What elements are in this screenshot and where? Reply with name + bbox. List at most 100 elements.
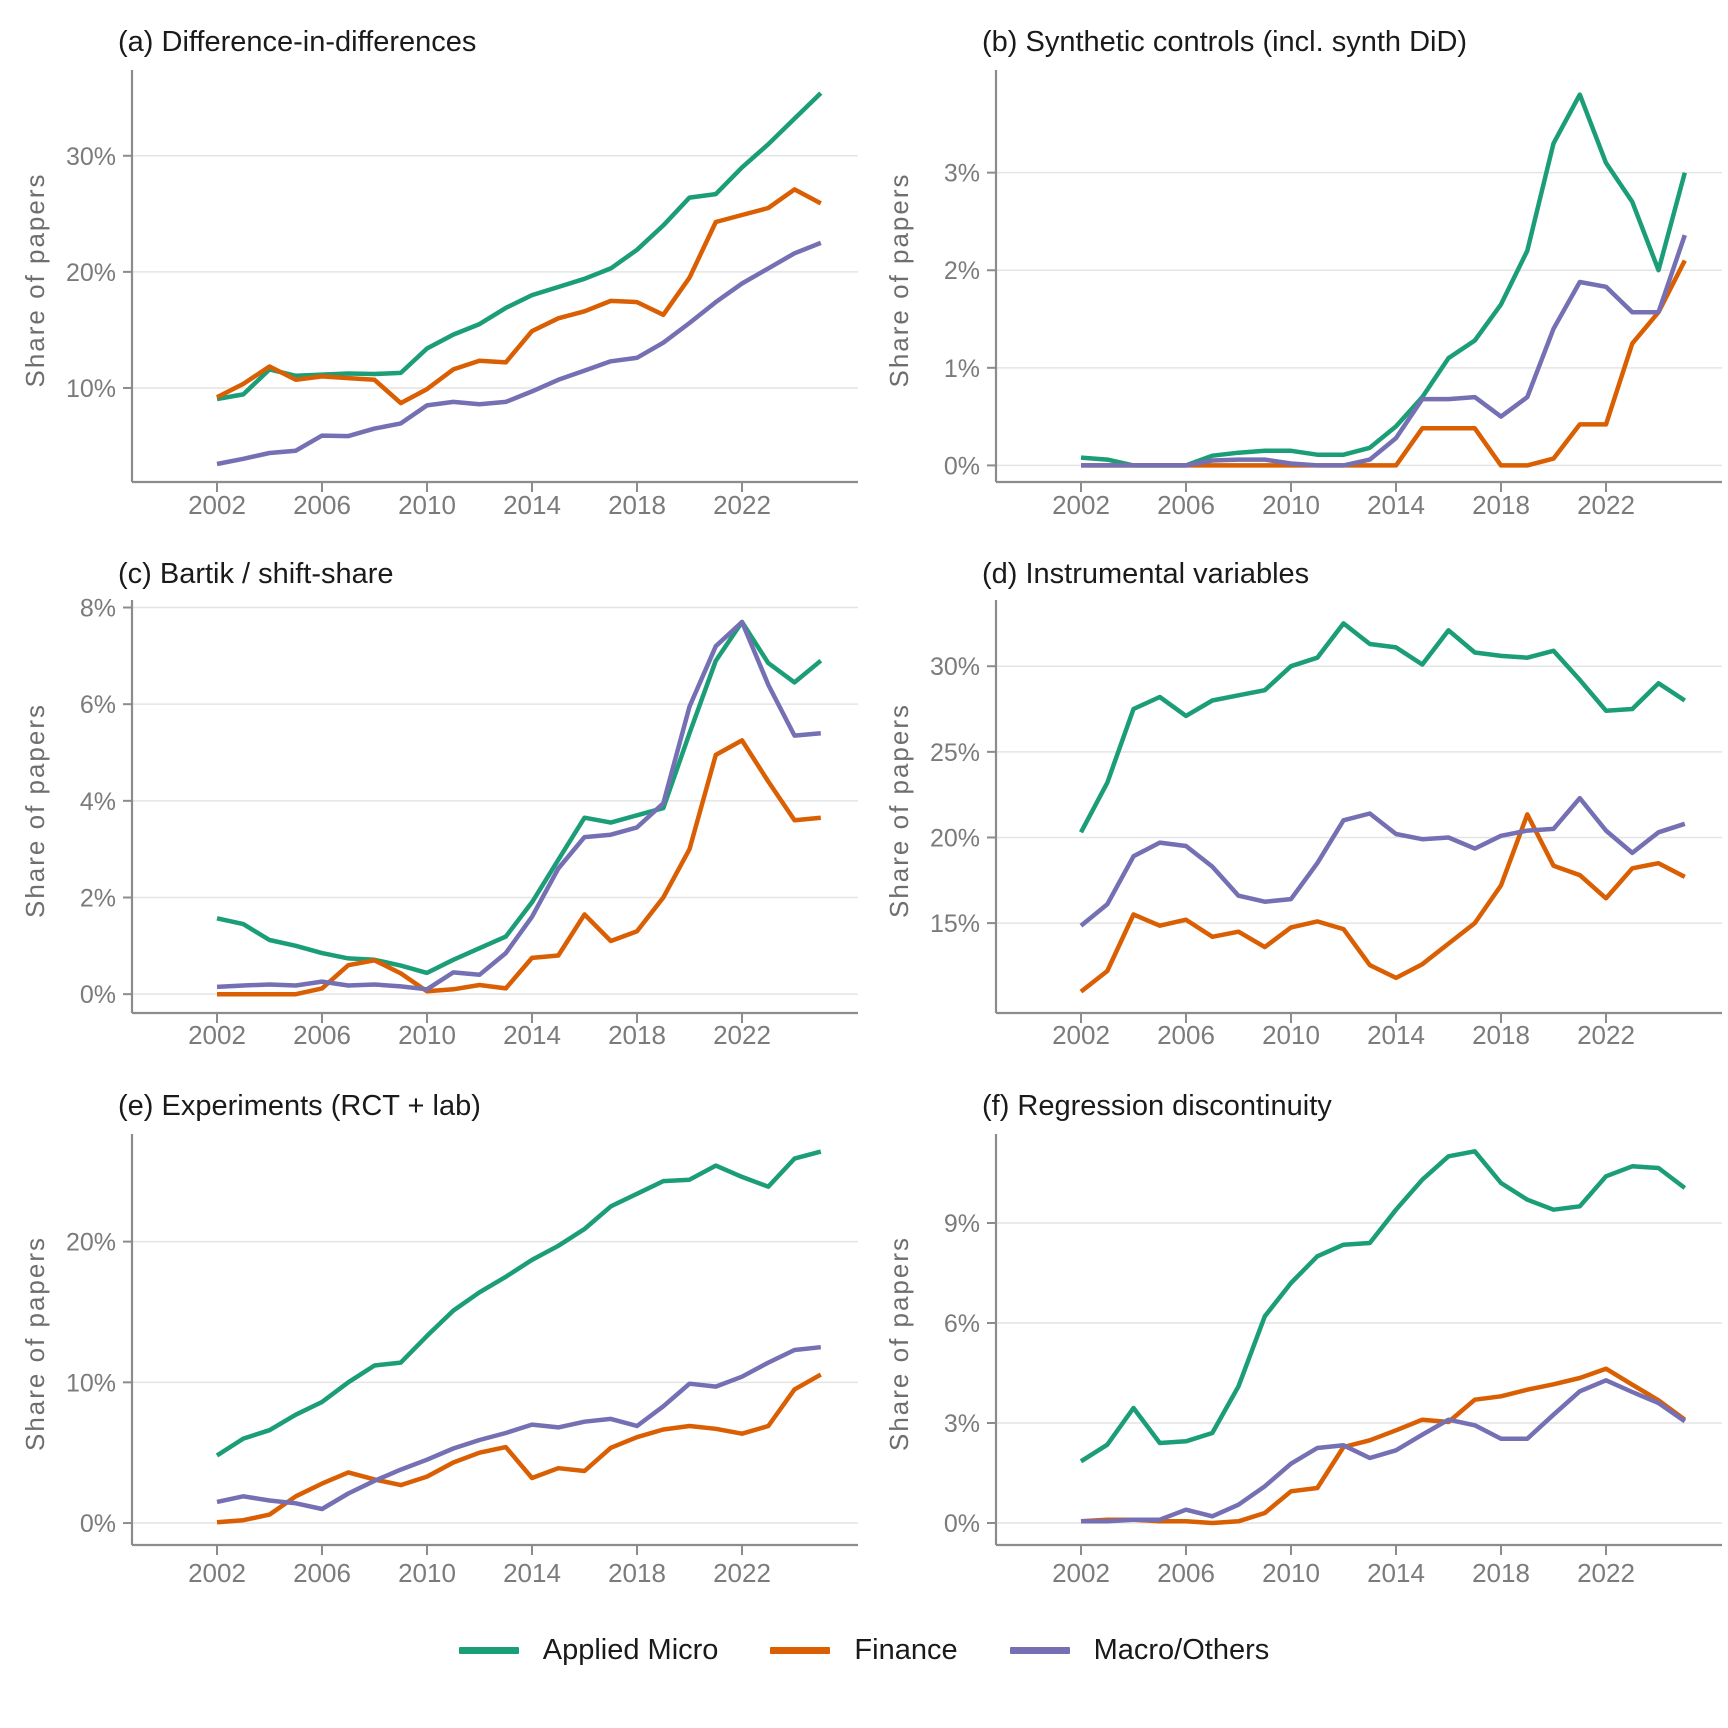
y-axis-ticks: 0% 2% 4% 6% 8% bbox=[80, 595, 132, 1009]
x-tick-label: 2014 bbox=[1367, 1558, 1425, 1588]
panel-b: (b) Synthetic controls (incl. synth DiD)… bbox=[864, 0, 1728, 520]
y-axis-title: Share of papers bbox=[884, 172, 914, 387]
gridlines bbox=[996, 665, 1722, 924]
y-tick-label: 3% bbox=[944, 1410, 980, 1438]
line-finance bbox=[1080, 1366, 1687, 1526]
x-tick-label: 2018 bbox=[608, 1020, 666, 1050]
line-applied-micro bbox=[216, 91, 823, 402]
x-tick-label: 2002 bbox=[188, 490, 246, 520]
panel-c-chart: 0% 2% 4% 6% 8% 2002 2006 2010 2014 2018 2022 Share … bbox=[20, 595, 858, 1050]
panel-a-chart: 10% 20% 30% 2002 2006 2010 2014 2018 2022 Share o… bbox=[20, 70, 858, 520]
gridlines bbox=[132, 606, 858, 995]
x-tick-label: 2022 bbox=[713, 1020, 771, 1050]
line-finance bbox=[1079, 812, 1686, 994]
panel-a-title: (a) Difference-in-differences bbox=[118, 26, 477, 58]
x-tick-label: 2018 bbox=[1472, 1558, 1530, 1588]
line-macro-others bbox=[1081, 234, 1687, 468]
x-tick-label: 2006 bbox=[1157, 1020, 1215, 1050]
x-tick-label: 2022 bbox=[713, 1558, 771, 1588]
x-axis-ticks: 2002 2006 2010 2014 2018 2022 bbox=[1052, 1545, 1635, 1588]
series-lines bbox=[216, 619, 823, 997]
y-tick-label: 15% bbox=[930, 910, 980, 938]
legend: Applied Micro Finance Macro/Others bbox=[0, 1634, 1728, 1667]
line-finance bbox=[216, 1372, 822, 1525]
x-tick-label: 2010 bbox=[1262, 490, 1320, 520]
x-axis-ticks: 2002 2006 2010 2014 2018 2022 bbox=[1052, 482, 1635, 520]
y-tick-label: 0% bbox=[944, 1510, 980, 1538]
x-tick-label: 2006 bbox=[1157, 490, 1215, 520]
line-applied-micro bbox=[1080, 92, 1687, 468]
panel-f-chart: 0% 3% 6% 9% 2002 2006 2010 2014 2018 2022 Share of… bbox=[884, 1134, 1722, 1588]
x-tick-label: 2022 bbox=[713, 490, 771, 520]
x-tick-label: 2010 bbox=[398, 1558, 456, 1588]
line-applied-micro bbox=[216, 619, 823, 976]
line-macro-others bbox=[216, 619, 822, 992]
x-tick-label: 2002 bbox=[188, 1558, 246, 1588]
y-tick-label: 1% bbox=[944, 355, 980, 383]
panel-b-title: (b) Synthetic controls (incl. synth DiD) bbox=[982, 26, 1468, 58]
y-tick-label: 6% bbox=[80, 691, 116, 719]
y-tick-label: 0% bbox=[944, 452, 980, 480]
legend-label-macro-others: Macro/Others bbox=[1093, 1634, 1270, 1666]
legend-swatch-finance bbox=[770, 1647, 831, 1654]
gridlines bbox=[132, 1240, 858, 1524]
panel-d-chart: 15% 20% 25% 30% 2002 2006 2010 2014 2018 2022 Shar… bbox=[884, 600, 1722, 1050]
line-macro-others bbox=[1081, 1378, 1687, 1524]
panel-grid: (a) Difference-in-differences 10% 20% 30% 2… bbox=[0, 0, 1728, 1606]
panel-f: (f) Regression discontinuity 0% 3% 6% 9% 200… bbox=[864, 1050, 1728, 1606]
y-axis-title: Share of papers bbox=[20, 172, 50, 387]
legend-label-applied-micro: Applied Micro bbox=[542, 1634, 719, 1666]
panel-d-title: (d) Instrumental variables bbox=[982, 558, 1310, 590]
line-macro-others bbox=[216, 1344, 822, 1512]
y-tick-label: 4% bbox=[80, 788, 116, 816]
x-tick-label: 2002 bbox=[1052, 1558, 1110, 1588]
legend-item-finance: Finance bbox=[770, 1634, 958, 1667]
x-tick-label: 2014 bbox=[503, 1020, 561, 1050]
y-axis-ticks: 0% 10% 20% bbox=[66, 1229, 132, 1538]
y-tick-label: 20% bbox=[930, 824, 980, 852]
x-tick-label: 2018 bbox=[1472, 490, 1530, 520]
gridlines bbox=[996, 1222, 1722, 1524]
y-tick-label: 10% bbox=[66, 1369, 116, 1397]
panel-d: (d) Instrumental variables 15% 20% 25% 30% 2… bbox=[864, 520, 1728, 1050]
panel-b-chart: 0% 1% 2% 3% 2002 2006 2010 2014 2018 2022 Share of… bbox=[884, 70, 1722, 520]
x-axis-ticks: 2002 2006 2010 2014 2018 2022 bbox=[1052, 1013, 1635, 1050]
series-lines bbox=[1079, 1149, 1687, 1526]
line-finance bbox=[215, 187, 822, 406]
series-lines bbox=[215, 1149, 822, 1525]
y-tick-label: 8% bbox=[80, 595, 116, 623]
y-tick-label: 25% bbox=[930, 739, 980, 767]
line-macro-others bbox=[216, 240, 822, 467]
y-axis-ticks: 0% 3% 6% 9% bbox=[944, 1210, 996, 1538]
line-applied-micro bbox=[1079, 621, 1687, 834]
y-tick-label: 0% bbox=[80, 1510, 116, 1538]
x-tick-label: 2014 bbox=[503, 490, 561, 520]
panel-c: (c) Bartik / shift-share 0% 2% 4% 6% 8% 2002 2… bbox=[0, 520, 864, 1050]
y-axis-title: Share of papers bbox=[884, 1236, 914, 1451]
x-tick-label: 2022 bbox=[1577, 490, 1635, 520]
y-tick-label: 2% bbox=[944, 257, 980, 285]
x-tick-label: 2006 bbox=[1157, 1558, 1215, 1588]
y-tick-label: 30% bbox=[66, 143, 116, 171]
legend-item-applied-micro: Applied Micro bbox=[458, 1634, 719, 1667]
x-tick-label: 2018 bbox=[608, 1558, 666, 1588]
x-tick-label: 2010 bbox=[398, 490, 456, 520]
line-applied-micro bbox=[1079, 1149, 1687, 1464]
y-axis-title: Share of papers bbox=[20, 1236, 50, 1451]
x-tick-label: 2002 bbox=[1052, 1020, 1110, 1050]
gridlines bbox=[996, 171, 1722, 467]
x-tick-label: 2002 bbox=[1052, 490, 1110, 520]
x-tick-label: 2018 bbox=[608, 490, 666, 520]
legend-swatch-macro-others bbox=[1009, 1647, 1070, 1654]
panel-f-title: (f) Regression discontinuity bbox=[982, 1090, 1332, 1122]
y-axis-ticks: 15% 20% 25% 30% bbox=[930, 653, 996, 938]
x-tick-label: 2022 bbox=[1577, 1020, 1635, 1050]
legend-label-finance: Finance bbox=[854, 1634, 958, 1666]
x-tick-label: 2002 bbox=[188, 1020, 246, 1050]
y-tick-label: 9% bbox=[944, 1210, 980, 1238]
y-tick-label: 20% bbox=[66, 1229, 116, 1257]
x-tick-label: 2006 bbox=[293, 490, 351, 520]
y-tick-label: 20% bbox=[66, 259, 116, 287]
x-tick-label: 2018 bbox=[1472, 1020, 1530, 1050]
panel-e: (e) Experiments (RCT + lab) 0% 10% 20% 2002… bbox=[0, 1050, 864, 1606]
